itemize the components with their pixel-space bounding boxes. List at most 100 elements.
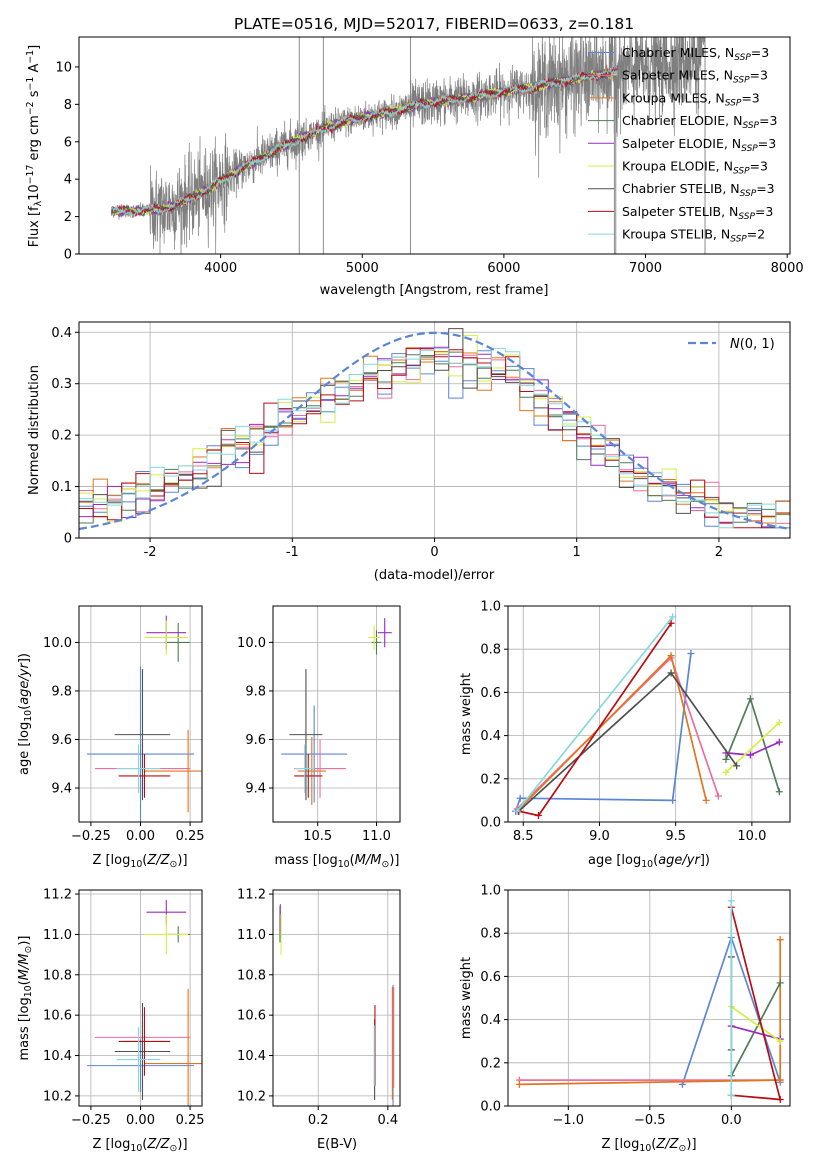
weight-marker xyxy=(669,613,677,621)
legend-label: Kroupa MILES, NSSP=3 xyxy=(622,90,760,108)
weight-marker xyxy=(667,669,675,677)
x-tick-label: -2 xyxy=(144,545,157,560)
x-tick-label: 4000 xyxy=(204,261,237,276)
x-tick-label: 2 xyxy=(715,545,723,560)
weight-marker xyxy=(776,1096,784,1104)
y-tick-label: 2 xyxy=(64,210,72,225)
x-tick-label: 8000 xyxy=(771,261,804,276)
weight-marker xyxy=(534,812,542,820)
x-axis-label: (data-model)/error xyxy=(374,568,495,583)
weight-marker xyxy=(727,897,735,905)
y-tick-label: 0.8 xyxy=(480,643,501,658)
weight-marker xyxy=(667,652,675,660)
model-fit-kroupa-elodie xyxy=(111,69,618,216)
x-tick-label: −0.5 xyxy=(634,1113,666,1128)
weight-marker xyxy=(776,936,784,944)
plot-area xyxy=(86,900,202,1106)
weight-marker xyxy=(733,762,741,770)
axes-frame xyxy=(507,889,791,1107)
observed-spectrum xyxy=(111,37,706,254)
weight-marker xyxy=(669,796,677,804)
y-axis-label: age [log10(age/yr]) xyxy=(17,653,34,775)
y-tick-label: 1.0 xyxy=(480,600,501,615)
legend-label: Salpeter ELODIE, NSSP=3 xyxy=(622,136,776,154)
y-tick-label: 0.4 xyxy=(480,729,501,744)
x-tick-label: -1 xyxy=(286,545,299,560)
x-tick-label: 7000 xyxy=(629,261,662,276)
x-tick-label: −0.25 xyxy=(71,829,111,844)
axes-frame xyxy=(272,889,401,1107)
x-axis-label: Z [log10(Z/Z⊙)] xyxy=(92,1137,187,1154)
weight-marker xyxy=(722,768,730,776)
x-tick-label: 10.5 xyxy=(303,829,332,844)
y-tick-label: 9.6 xyxy=(51,733,72,748)
weight-marker xyxy=(515,1080,523,1088)
y-tick-label: 8 xyxy=(64,98,72,113)
weight-marker xyxy=(775,719,783,727)
weight-line xyxy=(730,982,781,1077)
x-axis-label: mass [log10(M/M⊙)] xyxy=(275,853,400,870)
y-tick-label: 10.0 xyxy=(237,636,266,651)
x-axis-label: Z [log10(Z/Z⊙)] xyxy=(92,853,187,870)
model-fit-kroupa-stelib xyxy=(111,67,618,217)
plot-area xyxy=(515,897,784,1104)
plot-area xyxy=(281,618,392,806)
y-tick-label: 10.2 xyxy=(237,1089,266,1104)
weight-line xyxy=(730,907,782,1101)
x-tick-label: 0 xyxy=(430,545,438,560)
axes-frame xyxy=(507,605,791,823)
legend-label: Kroupa ELODIE, NSSP=3 xyxy=(622,159,768,177)
x-tick-label: 0.25 xyxy=(176,1113,205,1128)
x-axis-label: E(B-V) xyxy=(317,1137,357,1152)
legend-label: Kroupa STELIB, NSSP=2 xyxy=(622,227,765,245)
y-tick-label: 4 xyxy=(64,173,72,188)
y-axis-label: Flux [fλ10−17 erg cm−2 s−1 A−1] xyxy=(25,45,44,247)
y-tick-label: 0 xyxy=(64,248,72,263)
x-tick-label: 0.2 xyxy=(308,1113,329,1128)
y-tick-label: 0.0 xyxy=(480,816,501,831)
y-tick-label: 0.2 xyxy=(480,1056,501,1071)
chart-title: PLATE=0516, MJD=52017, FIBERID=0633, z=0… xyxy=(234,15,634,33)
x-tick-label: 11.0 xyxy=(362,829,391,844)
x-tick-label: 0.00 xyxy=(126,829,155,844)
y-tick-label: 0.2 xyxy=(51,429,72,444)
axes-frame xyxy=(272,605,401,823)
y-tick-label: 0.6 xyxy=(480,686,501,701)
axes-frame xyxy=(78,36,791,255)
weight-marker xyxy=(714,792,722,800)
weight-marker xyxy=(702,796,710,804)
weight-marker xyxy=(775,738,783,746)
weight-marker xyxy=(727,1091,735,1099)
weight-line xyxy=(516,616,674,812)
x-tick-label: 0.0 xyxy=(721,1113,742,1128)
normal-curve xyxy=(79,331,788,531)
y-tick-label: 0.0 xyxy=(480,1100,501,1115)
y-tick-label: 11.2 xyxy=(237,888,266,903)
y-tick-label: 10.6 xyxy=(237,1009,266,1024)
residual-histogram xyxy=(79,346,790,529)
weight-marker xyxy=(516,794,524,802)
y-tick-label: 0.1 xyxy=(51,480,72,495)
y-axis-label: mass weight xyxy=(459,673,474,755)
plot-area xyxy=(86,615,202,822)
x-tick-label: 6000 xyxy=(487,261,520,276)
y-axis-label: Normed distribution xyxy=(27,365,42,495)
plot-area xyxy=(79,328,790,531)
residual-histogram xyxy=(79,347,790,529)
x-tick-label: 10.0 xyxy=(737,829,766,844)
x-tick-label: 9.0 xyxy=(589,829,610,844)
weight-marker xyxy=(722,755,730,763)
y-tick-label: 10.4 xyxy=(237,1049,266,1064)
x-tick-label: −0.25 xyxy=(71,1113,111,1128)
weight-line xyxy=(730,1005,781,1042)
weight-marker xyxy=(667,619,675,627)
y-tick-label: 11.2 xyxy=(43,888,72,903)
y-tick-label: 0.4 xyxy=(51,326,72,341)
x-axis-label: wavelength [Angstrom, rest frame] xyxy=(320,283,549,298)
x-tick-label: 8.5 xyxy=(513,829,534,844)
y-tick-label: 10.8 xyxy=(237,968,266,983)
x-tick-label: 5000 xyxy=(346,261,379,276)
legend-label: Salpeter MILES, NSSP=3 xyxy=(622,68,768,86)
y-tick-label: 9.4 xyxy=(245,782,266,797)
y-axis-label: mass weight xyxy=(459,957,474,1039)
